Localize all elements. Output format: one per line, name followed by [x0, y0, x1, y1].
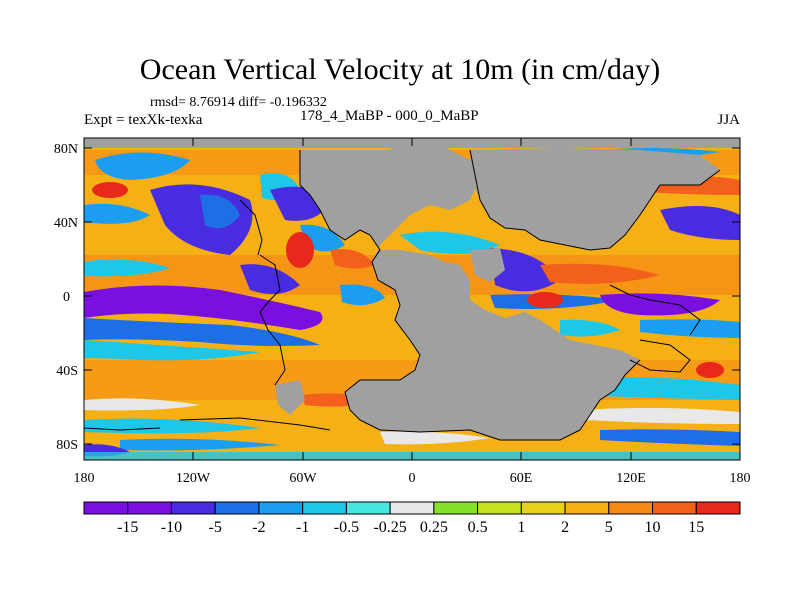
colorbar-label: 15 — [688, 519, 704, 536]
coastline — [84, 149, 721, 441]
coastline-path — [469, 149, 721, 251]
colorbar-label: -5 — [209, 519, 222, 536]
field-patch — [696, 362, 724, 378]
colorbar-box — [520, 501, 566, 515]
field-patch — [84, 318, 320, 346]
colorbar-box — [127, 501, 172, 515]
colorbar-label: -0.5 — [334, 519, 359, 536]
lat-label: 40N — [54, 216, 78, 231]
colorbar-box — [258, 501, 304, 515]
colorbar-box — [564, 501, 610, 515]
coastline-path — [259, 254, 286, 386]
lon-label: 0 — [409, 471, 416, 486]
colorbar-box — [302, 501, 347, 515]
field-patch — [640, 319, 740, 338]
lon-label: 180 — [730, 471, 751, 486]
land-mass — [470, 248, 505, 282]
field-patch — [84, 259, 170, 277]
colorbar-boxes — [83, 501, 741, 515]
colorbar-box — [608, 501, 654, 515]
lat-ticks — [84, 147, 740, 445]
colorbar-box — [345, 501, 391, 515]
colorbar-box — [652, 501, 697, 515]
map-field — [84, 138, 740, 460]
colorbar-label: 1 — [517, 519, 525, 536]
field-patch — [340, 284, 385, 306]
field-patch — [600, 429, 740, 446]
comparison-label: 178_4_MaBP - 000_0_MaBP — [300, 108, 479, 124]
land-mass — [275, 380, 305, 415]
field-patch — [560, 319, 620, 337]
coastline-path — [179, 417, 331, 431]
season-label: JJA — [717, 112, 740, 128]
colorbar-label: -0.25 — [373, 519, 406, 536]
coastline-path — [299, 150, 641, 441]
field-patch — [286, 232, 314, 268]
land-mass — [300, 140, 640, 440]
colorbar: -15 -10 -5 -2 -1 -0.5 -0.25 0.25 0.5 1 2 5 10 15 — [83, 501, 741, 536]
colorbar-box — [389, 501, 435, 515]
colorbar-label: 2 — [561, 519, 569, 536]
lon-label: 60E — [510, 471, 533, 486]
lon-ticks — [192, 138, 632, 460]
colorbar-label: -15 — [117, 519, 138, 536]
colorbar-labels: -15 -10 -5 -2 -1 -0.5 -0.25 0.25 0.5 1 2 5 10 15 — [117, 519, 704, 536]
field-patch — [330, 249, 375, 269]
colorbar-box — [433, 501, 479, 515]
field-patch — [527, 292, 563, 308]
field-patch — [540, 263, 660, 284]
colorbar-box — [477, 501, 522, 515]
colorbar-label: 0.5 — [468, 519, 488, 536]
field-patch — [84, 398, 200, 411]
lon-label: 120W — [176, 471, 211, 486]
colorbar-label: 0.25 — [420, 519, 448, 536]
field-patch — [84, 203, 150, 224]
colorbar-label: -2 — [252, 519, 265, 536]
coastline-path — [629, 339, 691, 373]
field-patch — [400, 231, 500, 254]
colorbar-box — [695, 501, 741, 515]
colorbar-box — [83, 501, 129, 515]
lon-label: 120E — [616, 471, 646, 486]
land-mass — [470, 148, 720, 250]
field-patch — [200, 194, 240, 229]
stats-line: rmsd= 8.76914 diff= -0.196332 — [150, 95, 327, 110]
field-patch — [380, 431, 490, 445]
colorbar-box — [170, 501, 216, 515]
coastline-path — [239, 199, 263, 256]
lat-label: 80S — [56, 438, 78, 453]
coastline-path — [609, 284, 701, 336]
lat-labels: 80N 40N 0 40S 80S — [54, 142, 78, 453]
colorbar-label: 5 — [605, 519, 613, 536]
field-patch — [240, 264, 300, 294]
field-patch — [120, 438, 280, 451]
field-patch — [490, 248, 560, 292]
colorbar-label: 10 — [645, 519, 661, 536]
lat-label: 0 — [63, 290, 70, 305]
chart-title: Ocean Vertical Velocity at 10m (in cm/da… — [139, 53, 661, 86]
colorbar-box — [214, 501, 260, 515]
field-patch — [84, 340, 260, 361]
colorbar-label: -10 — [161, 519, 182, 536]
lon-labels: 180 120W 60W 0 60E 120E 180 — [74, 471, 751, 486]
field-patch — [95, 152, 190, 180]
field-patch — [600, 293, 720, 316]
coastline-path — [84, 427, 161, 431]
lon-label: 180 — [74, 471, 95, 486]
field-patch — [660, 206, 740, 240]
lat-label: 80N — [54, 142, 78, 157]
field-patch — [92, 182, 128, 198]
colorbar-label: -1 — [296, 519, 309, 536]
field-patch — [580, 407, 740, 424]
lat-label: 40S — [56, 364, 78, 379]
experiment-label: Expt = texXk-texka — [84, 112, 203, 128]
lon-label: 60W — [289, 471, 317, 486]
